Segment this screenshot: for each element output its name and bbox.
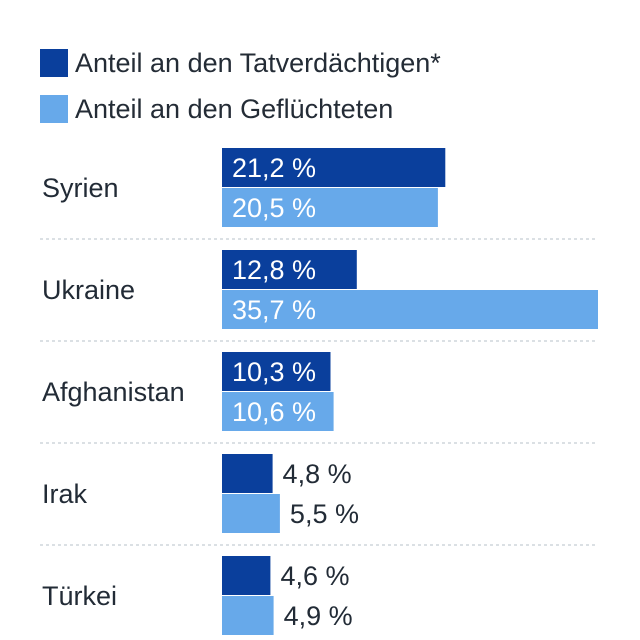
category-label-t-rkei: Türkei bbox=[42, 581, 117, 611]
bar-ukraine-series-2 bbox=[222, 290, 598, 329]
bar-ukraine-series-1 bbox=[222, 250, 357, 289]
data-label-afghanistan-series-2: 10,6 % bbox=[232, 397, 316, 427]
legend-item-gefluechtete: Anteil an den Geflüchteten bbox=[40, 86, 441, 132]
data-label-irak-series-2: 5,5 % bbox=[290, 499, 359, 529]
bar-irak-series-2 bbox=[222, 494, 280, 533]
legend-label-gefluechtete: Anteil an den Geflüchteten bbox=[75, 93, 394, 124]
data-label-irak-series-1: 4,8 % bbox=[283, 459, 352, 489]
legend-label-tatverdaechtige: Anteil an den Tatverdächtigen* bbox=[75, 47, 441, 78]
legend-item-tatverdaechtige: Anteil an den Tatverdächtigen* bbox=[40, 40, 441, 86]
data-label-t-rkei-series-1: 4,6 % bbox=[280, 561, 349, 591]
data-label-t-rkei-series-2: 4,9 % bbox=[284, 601, 353, 631]
category-label-afghanistan: Afghanistan bbox=[42, 377, 185, 407]
legend-swatch-gefluechtete bbox=[40, 95, 68, 123]
bar-t-rkei-series-1 bbox=[222, 556, 271, 595]
category-label-syrien: Syrien bbox=[42, 173, 119, 203]
data-label-ukraine-series-1: 12,8 % bbox=[232, 255, 316, 285]
bar-t-rkei-series-2 bbox=[222, 596, 274, 635]
data-label-afghanistan-series-1: 10,3 % bbox=[232, 357, 316, 387]
bar-afghanistan-series-2 bbox=[222, 392, 334, 431]
data-label-ukraine-series-2: 35,7 % bbox=[232, 295, 316, 325]
chart-legend: Anteil an den Tatverdächtigen* Anteil an… bbox=[40, 40, 441, 132]
legend-swatch-tatverdaechtige bbox=[40, 49, 68, 77]
data-label-syrien-series-2: 20,5 % bbox=[232, 193, 316, 223]
bar-irak-series-1 bbox=[222, 454, 273, 493]
bar-syrien-series-1 bbox=[222, 148, 446, 187]
category-label-ukraine: Ukraine bbox=[42, 275, 135, 305]
category-label-irak: Irak bbox=[42, 479, 88, 509]
bar-afghanistan-series-1 bbox=[222, 352, 331, 391]
bar-chart: Syrien 21,2 % 20,5 % Ukraine 12,8 % 35,7 % Afg… bbox=[40, 148, 598, 635]
bar-syrien-series-2 bbox=[222, 188, 438, 227]
data-label-syrien-series-1: 21,2 % bbox=[232, 153, 316, 183]
